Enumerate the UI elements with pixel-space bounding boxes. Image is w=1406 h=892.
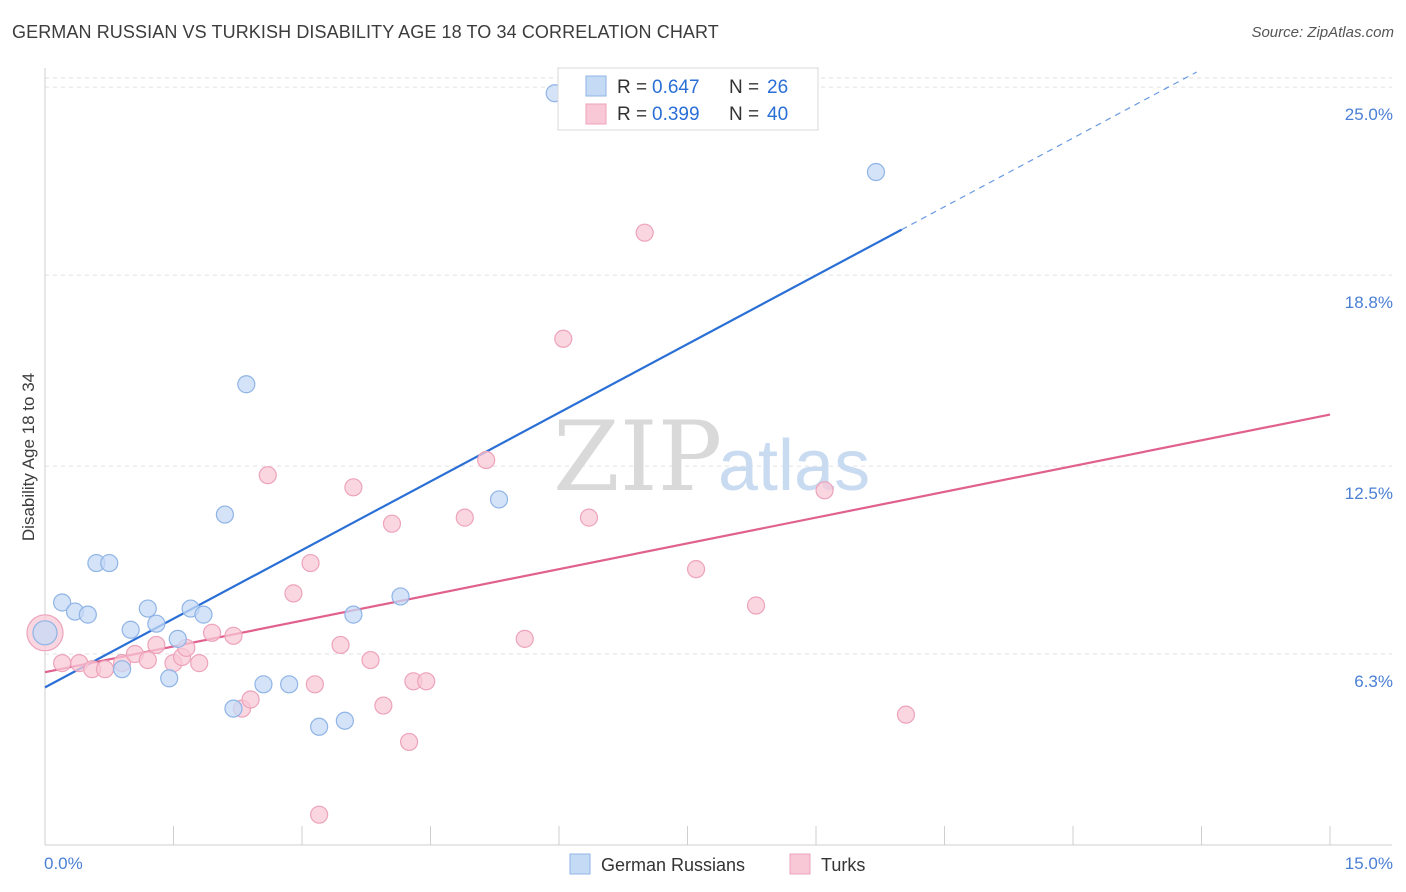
point-turks (138, 650, 157, 670)
y-tick-label: 12.5% (1345, 484, 1393, 503)
bottom-legend-swatch-pink (789, 853, 811, 875)
point-turks (455, 508, 474, 527)
point-turks (53, 654, 72, 673)
legend-n-label-1: N = (729, 77, 759, 98)
legend-swatch-blue (585, 75, 607, 97)
chart-title: GERMAN RUSSIAN VS TURKISH DISABILITY AGE… (12, 22, 719, 42)
legend-r-label-1: R = (617, 77, 647, 98)
point-turks (382, 514, 402, 533)
point-german-russians (215, 505, 234, 524)
axis-layer: 6.3% 12.5% 18.8% 25.0% 0.0% 15.0% (44, 68, 1393, 873)
point-german-russians (121, 620, 140, 639)
point-turks (147, 635, 166, 655)
point-german-russians (224, 699, 243, 718)
point-turks (579, 508, 599, 527)
point-german-russians (344, 605, 363, 624)
point-turks (815, 481, 834, 500)
point-turks (399, 732, 419, 752)
watermark-atlas: atlas (718, 426, 870, 506)
point-turks (686, 560, 706, 579)
trend-layer (44, 71, 1331, 689)
legend-r-value-2: 0.399 (652, 104, 700, 125)
point-turks (417, 672, 436, 691)
point-turks (331, 635, 350, 655)
point-german-russians (254, 675, 273, 694)
point-turks (224, 626, 243, 645)
y-tick-label: 6.3% (1354, 672, 1393, 691)
source-credit: Source: ZipAtlas.com (1251, 24, 1394, 41)
point-german-russians (391, 587, 410, 606)
grid-layer (45, 77, 1392, 655)
points-layer (26, 84, 916, 824)
y-axis-title: Disability Age 18 to 34 (19, 373, 38, 541)
bottom-legend-label-turks: Turks (821, 855, 865, 875)
point-german-russians (32, 620, 58, 646)
legend-n-value-2: 40 (767, 104, 788, 125)
point-turks (635, 223, 654, 242)
point-german-russians (168, 629, 187, 648)
trend-line-german-russians-extension (901, 71, 1197, 231)
bottom-legend-label-german-russians: German Russians (601, 855, 745, 875)
point-turks (344, 478, 363, 497)
point-german-russians (78, 605, 97, 624)
point-german-russians (310, 717, 329, 736)
legend-n-label-2: N = (729, 104, 759, 125)
trend-line-turks (44, 413, 1331, 674)
watermark: ZIP atlas (553, 401, 870, 513)
point-german-russians (280, 675, 299, 694)
point-german-russians (147, 614, 166, 633)
legend-r-label-2: R = (617, 104, 647, 125)
point-turks (746, 596, 766, 615)
point-turks (515, 629, 534, 648)
legend-n-value-1: 26 (767, 77, 788, 98)
point-german-russians (237, 375, 256, 394)
point-turks (190, 654, 209, 673)
point-turks (477, 450, 496, 470)
point-turks (241, 690, 260, 709)
point-turks (310, 805, 329, 824)
bottom-legend-swatch-blue (569, 853, 591, 875)
point-turks (95, 660, 115, 679)
y-tick-label: 18.8% (1345, 293, 1393, 312)
point-turks (305, 675, 324, 694)
watermark-zip: ZIP (553, 401, 722, 513)
point-german-russians (138, 599, 157, 618)
point-turks (258, 466, 277, 485)
point-german-russians (53, 593, 72, 612)
point-turks (361, 650, 380, 670)
point-turks (374, 696, 393, 715)
legend-r-value-1: 0.647 (652, 77, 700, 98)
top-legend: R = 0.647 N = 26 R = 0.399 N = 40 (557, 67, 819, 131)
point-turks (301, 553, 320, 573)
point-german-russians (160, 669, 179, 688)
point-german-russians (489, 490, 509, 509)
legend-swatch-pink (585, 103, 607, 125)
point-turks (554, 329, 573, 348)
point-german-russians (194, 605, 213, 624)
point-german-russians (335, 711, 354, 730)
x-tick-label: 0.0% (44, 854, 83, 873)
point-turks (202, 623, 222, 642)
point-german-russians (112, 660, 132, 679)
point-german-russians (866, 162, 886, 182)
x-tick-label: 15.0% (1345, 854, 1393, 873)
point-german-russians (100, 553, 119, 573)
point-turks (896, 705, 916, 724)
point-turks (284, 584, 303, 603)
y-tick-label: 25.0% (1345, 105, 1393, 124)
bottom-legend: German Russians Turks (569, 853, 865, 875)
